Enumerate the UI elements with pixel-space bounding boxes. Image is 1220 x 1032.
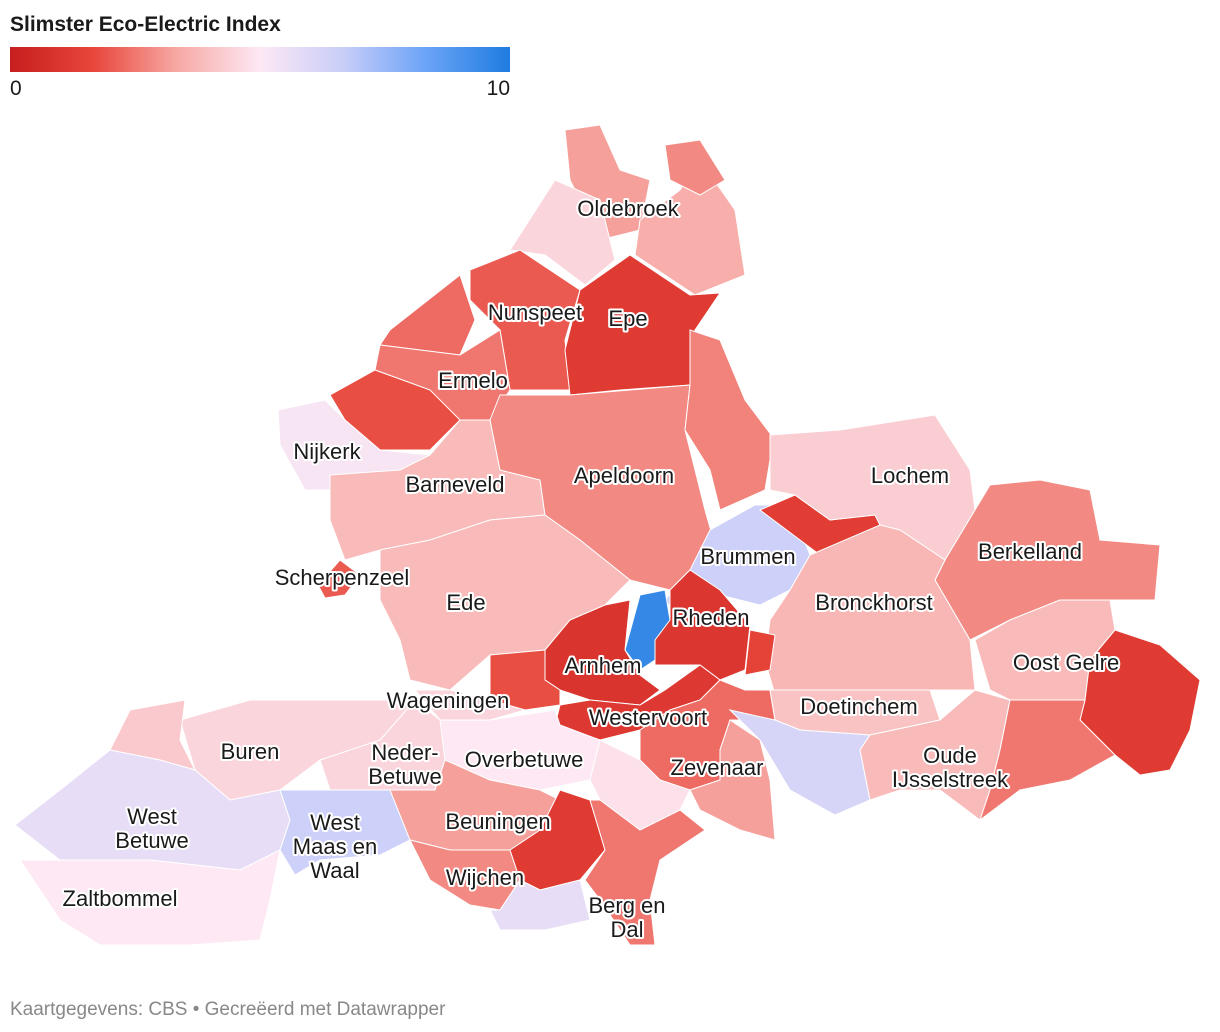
- region-label: Buren: [221, 739, 280, 764]
- region-label: Apeldoorn: [574, 463, 674, 488]
- region: [684, 329, 776, 511]
- source: Kaartgegevens: CBS • Gecreëerd met Dataw…: [10, 999, 446, 1020]
- region-label: Nunspeet: [488, 300, 582, 325]
- region-label: Oude: [923, 743, 977, 768]
- regions: [14, 124, 1201, 946]
- region-label: West: [127, 804, 177, 829]
- region: [979, 699, 1116, 822]
- region-label: Maas en: [293, 834, 377, 859]
- region-label: IJsselstreek: [892, 767, 1009, 792]
- region-label: Westervoort: [589, 705, 707, 730]
- region-label: Ede: [446, 590, 485, 615]
- region: [379, 274, 476, 356]
- region-label: Oost Gelre: [1013, 650, 1119, 675]
- region-label: Beuningen: [445, 809, 550, 834]
- region-label: West: [310, 810, 360, 835]
- region-label: Zaltbommel: [63, 886, 178, 911]
- region: [489, 879, 591, 931]
- region-label: Bronckhorst: [815, 590, 932, 615]
- region-label: Rheden: [672, 605, 749, 630]
- region: [279, 789, 411, 876]
- region-label: Wageningen: [387, 688, 510, 713]
- region-label: Scherpenzeel: [275, 565, 410, 590]
- region-label: Zevenaar: [671, 755, 764, 780]
- region: [19, 849, 281, 946]
- legend-min: 0: [10, 77, 22, 100]
- region-label: Ermelo: [438, 368, 508, 393]
- region-label: Betuwe: [115, 828, 188, 853]
- region-label: Oldebroek: [577, 196, 680, 221]
- legend-bar: [10, 47, 510, 72]
- region-label: Betuwe: [368, 764, 441, 789]
- title: Slimster Eco-Electric Index: [10, 13, 281, 36]
- region-label: Nijkerk: [293, 439, 361, 464]
- region-label: Arnhem: [564, 653, 641, 678]
- labels: Oldebroek Nunspeet Epe Ermelo Nijkerk Barneve…: [61, 194, 1122, 944]
- region-label: Neder-: [371, 740, 438, 765]
- region: [664, 139, 726, 196]
- region-label: Dal: [610, 917, 643, 942]
- region-label: Waal: [310, 858, 359, 883]
- region-label: Berkelland: [978, 539, 1082, 564]
- region-label: Barneveld: [405, 472, 504, 497]
- region: [859, 689, 1011, 821]
- legend-max: 10: [487, 77, 510, 100]
- region: [584, 799, 706, 946]
- region-label: Doetinchem: [800, 694, 917, 719]
- region-label: Lochem: [871, 463, 949, 488]
- region-label: Wijchen: [446, 865, 524, 890]
- region-label: Epe: [608, 306, 647, 331]
- region: [509, 179, 616, 286]
- region: [317, 559, 361, 599]
- region-label: Berg en: [588, 893, 665, 918]
- region-label: Overbetuwe: [465, 747, 584, 772]
- region-label: Brummen: [700, 544, 795, 569]
- region: [744, 629, 776, 676]
- region: [689, 719, 776, 841]
